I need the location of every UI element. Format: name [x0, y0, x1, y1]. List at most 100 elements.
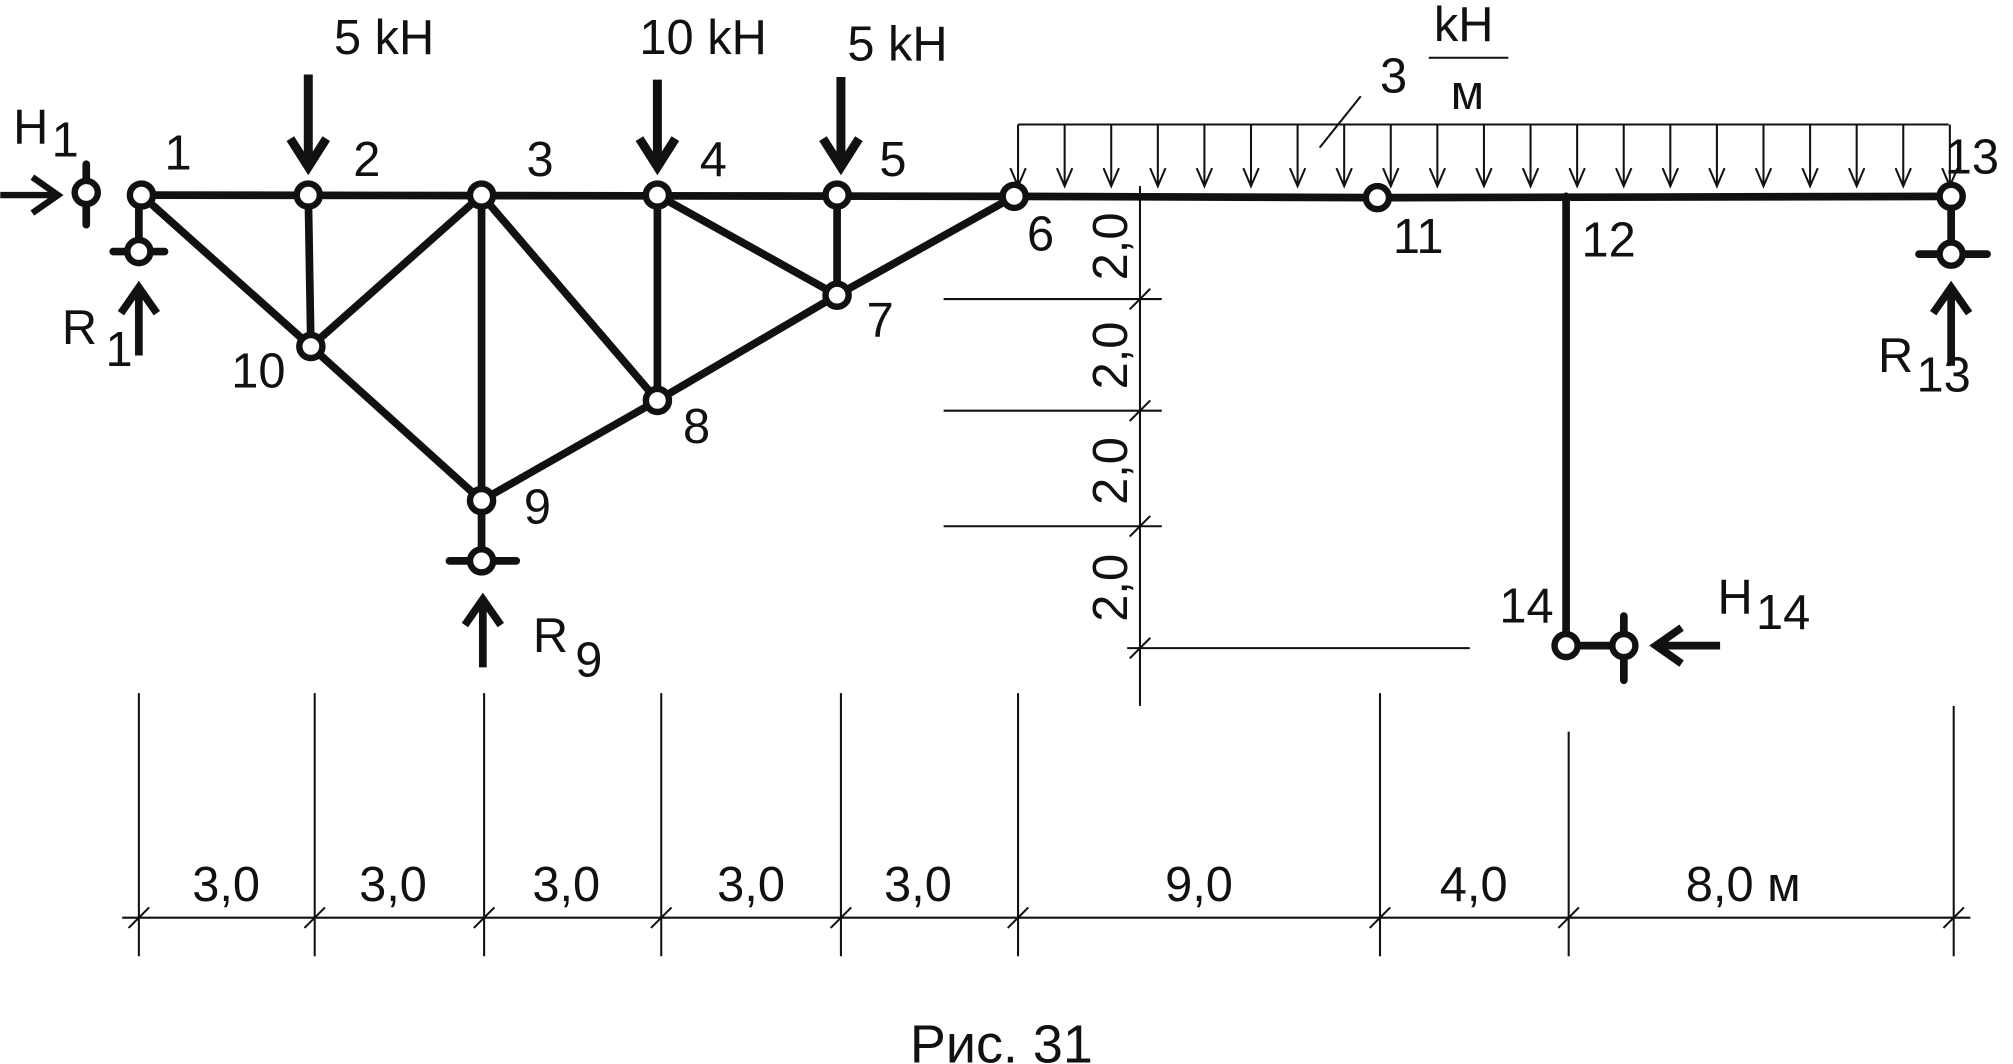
node-label: 6	[1027, 207, 1054, 261]
joint	[642, 385, 673, 416]
arrow-head	[1428, 167, 1447, 189]
node-label: 5	[879, 133, 906, 187]
arrow-head	[1930, 280, 1973, 316]
arrow-head	[30, 174, 64, 216]
joint	[466, 485, 497, 516]
arrows	[0, 74, 1973, 668]
arrow-head	[1754, 167, 1773, 189]
dimension-tick	[1007, 906, 1030, 929]
joint	[822, 180, 852, 210]
dimension-tick	[127, 906, 150, 929]
reaction-sub: 1	[52, 114, 79, 168]
joint	[124, 236, 154, 267]
dimension-label: 2,0	[1084, 554, 1138, 622]
arrow-head	[1009, 167, 1027, 189]
dimensions	[122, 186, 1971, 957]
arrow-head	[1149, 167, 1167, 189]
joints	[71, 177, 1966, 661]
leader-line	[1318, 95, 1362, 149]
dimension-label: 2,0	[1084, 213, 1138, 281]
arrow-head	[286, 136, 331, 176]
node-label: 3	[526, 133, 553, 187]
dimension-tick	[303, 906, 326, 929]
dimension-tick	[1942, 906, 1965, 929]
arrow-head	[1521, 167, 1540, 189]
web-members	[135, 191, 1955, 650]
node-label: 1	[165, 126, 192, 180]
node-label: 14	[1499, 579, 1553, 633]
joint	[466, 546, 497, 576]
arrow-head	[1055, 167, 1074, 189]
members	[135, 191, 1955, 650]
dimension-tick	[650, 906, 673, 929]
reaction-sub: 13	[1916, 348, 1970, 402]
dimension-label: 3,0	[884, 858, 952, 912]
joint	[296, 331, 326, 362]
joint	[1551, 630, 1581, 661]
joint	[466, 180, 497, 210]
distributed-load-unit: м	[1451, 66, 1485, 120]
arrow-head	[1568, 167, 1586, 189]
horizontal-dim-labels: 3,0 3,0 3,0 3,0 3,0 9,0 4,0 8,0 м	[192, 858, 1800, 912]
dimension-tick	[1128, 288, 1151, 311]
dimension-tick	[1128, 399, 1151, 422]
node-label: 10	[231, 345, 285, 399]
dimension-tick	[1128, 515, 1151, 538]
arrow-head	[1288, 167, 1307, 189]
node-label: 13	[1945, 130, 1999, 184]
arrow-head	[117, 280, 160, 316]
dimension-label: 3,0	[532, 858, 600, 912]
reaction-name: H	[1718, 571, 1753, 625]
reaction-sub: 9	[575, 633, 602, 687]
arrow-head	[635, 136, 680, 176]
joint	[999, 181, 1029, 212]
arrow-head	[1475, 167, 1493, 189]
dimension-tick	[1128, 637, 1151, 660]
dimension-tick	[1368, 906, 1391, 929]
node-label: 4	[700, 133, 727, 187]
dimension-tick	[473, 906, 496, 929]
arrow-head	[1615, 167, 1633, 189]
reaction-name: R	[533, 609, 568, 663]
dimension-label: 2,0	[1084, 322, 1138, 390]
reaction-name: R	[62, 301, 97, 355]
node-label: 7	[867, 293, 894, 347]
distributed-load-unit: kH	[1434, 0, 1494, 52]
reaction-name: R	[1878, 329, 1913, 383]
arrow-head	[1649, 624, 1684, 667]
arrow-head	[1195, 167, 1214, 189]
arrow-head	[1941, 167, 1959, 189]
dimension-label: 4,0	[1440, 858, 1508, 912]
joint	[293, 180, 324, 210]
node-label: 8	[683, 400, 710, 454]
dimension-label: 3,0	[717, 858, 785, 912]
arrow-head	[1335, 167, 1353, 189]
node-label: 11	[1393, 210, 1444, 264]
dimension-label: 8,0 м	[1686, 858, 1801, 912]
load-label: 5 kH	[334, 11, 434, 65]
joint	[1936, 239, 1966, 269]
arrow-head	[1242, 167, 1260, 189]
joint	[71, 177, 102, 208]
joint	[642, 180, 673, 210]
arrow-head	[1848, 167, 1866, 189]
node-label: 2	[353, 133, 380, 187]
node-label: 9	[524, 481, 551, 535]
joint	[1362, 182, 1393, 213]
load-label: 10 kH	[639, 11, 766, 65]
arrow-head	[819, 136, 863, 176]
reaction-sub: 14	[1756, 586, 1810, 640]
dimension-ticks	[127, 288, 1965, 957]
arrow-head	[1661, 167, 1679, 189]
bottom-chord	[137, 191, 1019, 506]
load-label: 5 kH	[847, 17, 947, 71]
dimension-label: 3,0	[192, 858, 260, 912]
dimension-lines	[122, 186, 1971, 919]
dimension-label: 3,0	[359, 858, 427, 912]
arrow-head	[1801, 167, 1819, 189]
joint	[1936, 181, 1966, 212]
reaction-sub: 1	[106, 323, 133, 377]
dimension-tick	[1557, 906, 1580, 929]
